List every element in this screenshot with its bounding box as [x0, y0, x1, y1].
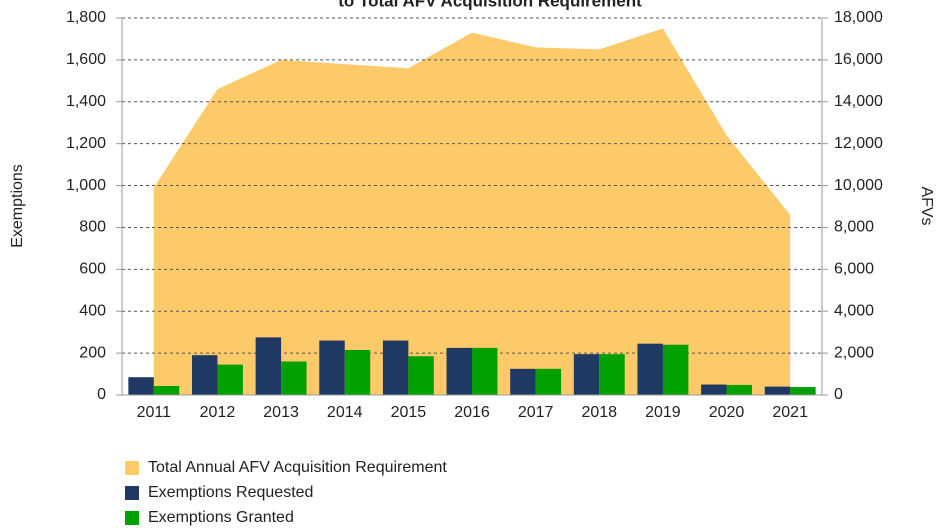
y-tick-label: 1,800 [66, 9, 106, 26]
bar [726, 384, 752, 395]
y-tick-label: 1,400 [66, 93, 106, 110]
y-tick-label: 600 [79, 261, 106, 278]
x-tick-label: 2012 [200, 404, 236, 421]
legend-label: Exemptions Requested [148, 484, 313, 501]
y2-tick-label: 4,000 [834, 302, 874, 319]
bar [153, 385, 180, 395]
x-tick-label: 2019 [645, 404, 681, 421]
bar [535, 368, 562, 395]
bar [662, 344, 689, 395]
y2-tick-label: 18,000 [834, 9, 883, 26]
x-tick-label: 2015 [391, 404, 427, 421]
x-tick-label: 2013 [263, 404, 299, 421]
bar [510, 368, 536, 395]
bar [472, 347, 498, 395]
area-layer [153, 28, 791, 395]
bar [764, 386, 791, 395]
y-tick-label: 1,000 [66, 177, 106, 194]
y2-tick-label: 16,000 [834, 51, 883, 68]
legend-swatch [125, 486, 139, 500]
x-tick-label: 2021 [772, 404, 808, 421]
y2-tick-label: 6,000 [834, 261, 874, 278]
chart-title: to Total AFV Acquisition Requirement [338, 0, 642, 10]
y2-tick-label: 2,000 [834, 344, 874, 361]
legend-swatch [125, 461, 139, 475]
area [153, 28, 791, 395]
bar [217, 364, 243, 395]
legend-label: Total Annual AFV Acquisition Requirement [148, 459, 447, 476]
bar [701, 384, 727, 395]
x-tick-label: 2018 [581, 404, 617, 421]
bar [192, 355, 218, 395]
y-tick-label: 200 [79, 344, 106, 361]
x-tick-label: 2014 [327, 404, 363, 421]
x-tick-label: 2011 [137, 404, 172, 421]
bar [790, 387, 816, 395]
legend-swatch [125, 511, 139, 525]
bar [446, 347, 472, 395]
bar [128, 377, 154, 395]
y-tick-label: 800 [79, 219, 106, 236]
bar [255, 337, 282, 395]
bar [382, 340, 409, 395]
y-tick-label: 0 [97, 386, 106, 403]
y2-tick-label: 10,000 [834, 177, 883, 194]
y2-tick-label: 14,000 [834, 93, 883, 110]
grid-layer [122, 17, 822, 354]
bar [281, 361, 307, 395]
bar [319, 340, 345, 395]
y2-axis-label: AFVs [918, 186, 935, 225]
y-tick-label: 1,200 [66, 135, 106, 152]
x-tick-label: 2020 [709, 404, 745, 421]
y2-tick-label: 8,000 [834, 219, 874, 236]
y-axis-label: Exemptions [9, 164, 26, 248]
bar [573, 354, 600, 395]
x-tick-label: 2016 [454, 404, 490, 421]
y-tick-label: 400 [79, 302, 106, 319]
bar [599, 354, 625, 395]
bar-layer [128, 337, 816, 395]
bar [344, 349, 371, 395]
legend-label: Exemptions Granted [148, 509, 294, 526]
bar [408, 356, 434, 395]
y2-tick-label: 12,000 [834, 135, 883, 152]
y2-tick-label: 0 [834, 386, 843, 403]
bar [637, 343, 663, 395]
y-tick-label: 1,600 [66, 51, 106, 68]
x-tick-label: 2017 [518, 404, 554, 421]
